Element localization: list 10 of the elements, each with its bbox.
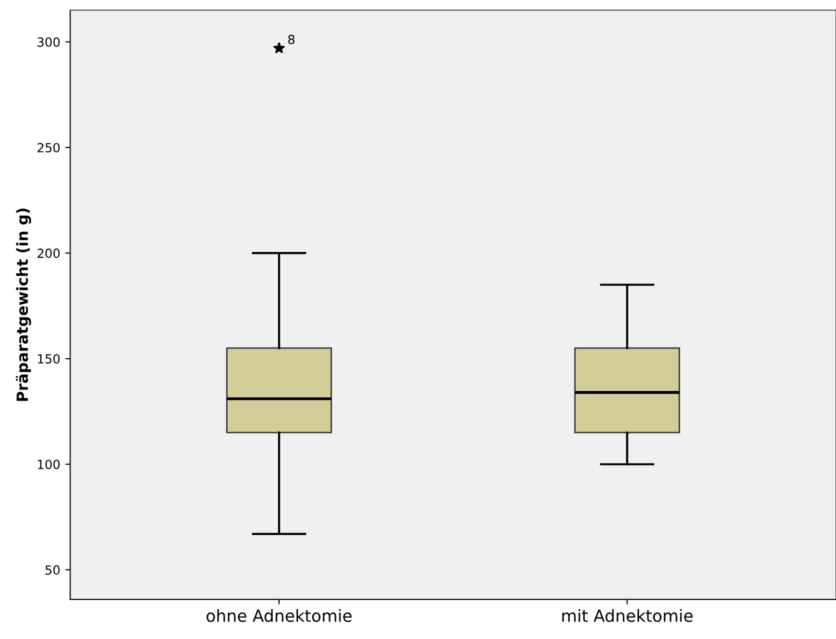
y-tick-label: 50 [46, 565, 60, 575]
annotation: 8 [288, 34, 295, 44]
x-tick-label: mit Adnektomie [562, 609, 693, 622]
y-tick-label: 250 [38, 142, 60, 152]
x-tick-label: ohne Adnektomie [206, 609, 352, 622]
y-tick-label: 150 [38, 354, 60, 364]
y-tick-label: 100 [38, 460, 60, 470]
y-axis-title: Präparatgewicht (in g) [16, 208, 32, 401]
y-tick-label: 200 [38, 248, 60, 258]
y-tick-label: 300 [38, 37, 60, 47]
